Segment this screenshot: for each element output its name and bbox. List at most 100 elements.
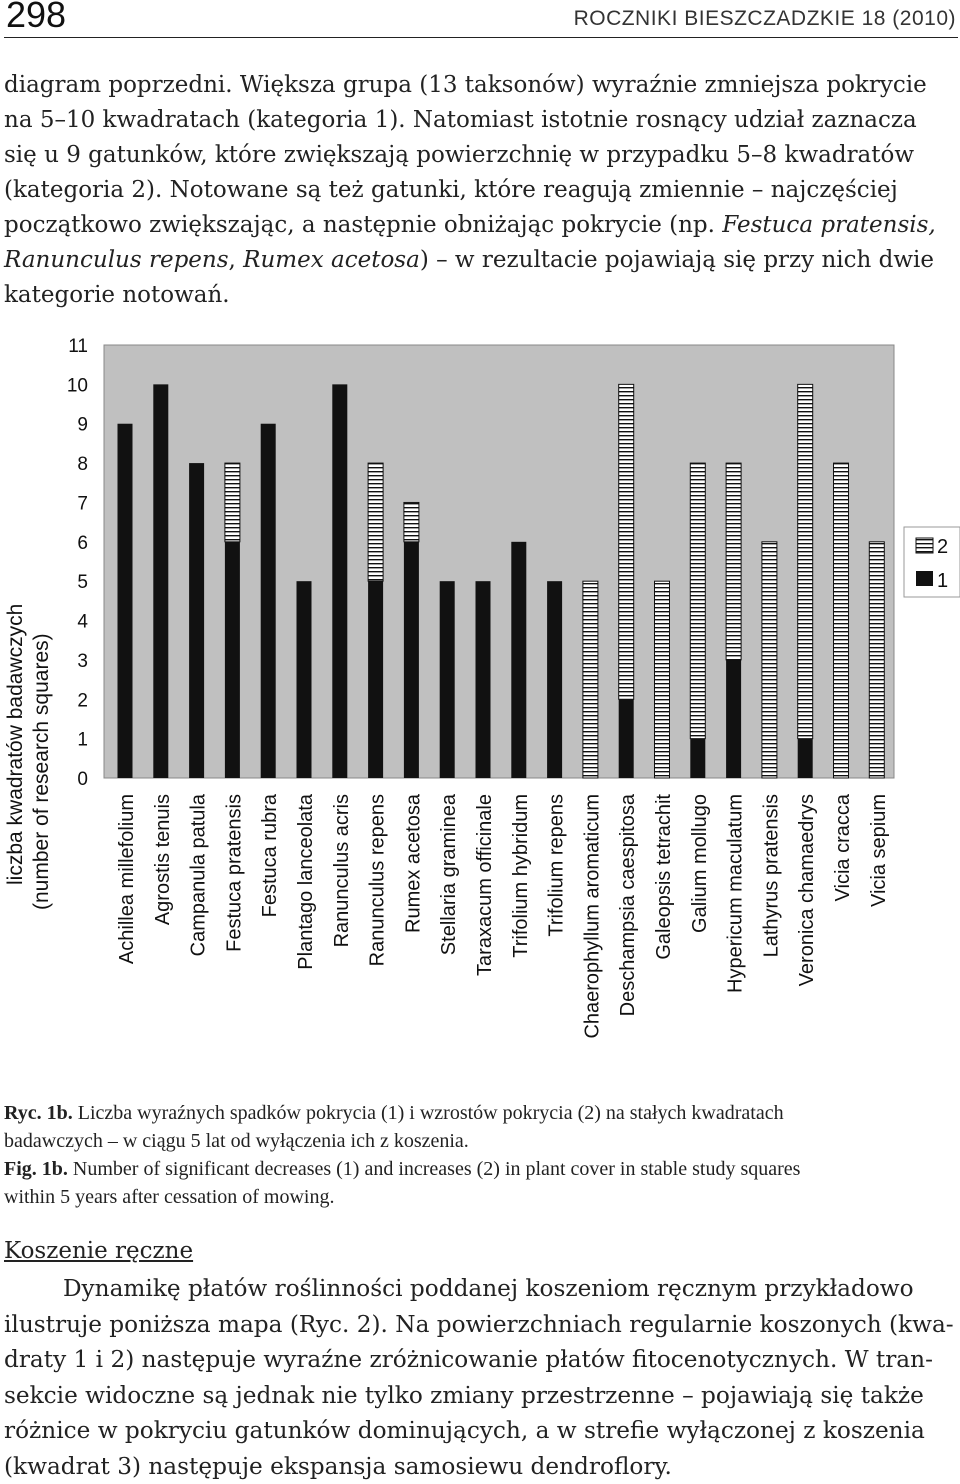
bar-increase [404,502,419,541]
x-tick-label: Hypericum maculatum [725,794,747,993]
bar-increase [583,581,598,778]
text-line: draty 1 i 2) następuje wyraźne zróżnicow… [4,1342,960,1378]
bar-increase [619,384,634,699]
bar-decrease [547,581,562,778]
text-span: ) – w rezultacie pojawiają się przy nich… [420,247,934,273]
running-title: ROCZNIKI BIESZCZADZKIE 18 (2010) [574,7,956,31]
bar-increase [869,542,884,778]
figure-caption: Ryc. 1b. Liczba wyraźnych spadków pokryc… [4,1099,958,1211]
x-tick-label: Festuca pratensis [223,794,245,952]
x-tick-label: Agrostis tenuis [152,794,174,925]
y-tick-label: 2 [77,690,88,711]
bar-decrease [368,581,383,778]
y-tick-label: 6 [77,533,88,554]
paragraph-intro: diagram poprzedni. Większa grupa (13 tak… [4,68,958,313]
bar-decrease [189,463,204,778]
x-tick-label: Stellaria graminea [438,793,460,955]
header-rule [4,37,958,38]
y-tick-label: 3 [77,651,88,672]
text-line: sekcie widoczne są jednak nie tylko zmia… [4,1378,960,1414]
y-axis: 0 1 2 3 4 5 6 7 8 9 10 11 [67,336,89,790]
caption-line: Ryc. 1b. Liczba wyraźnych spadków pokryc… [4,1099,958,1127]
text-span: początkowo zwiększając, a następnie obni… [4,212,722,238]
bar-decrease [261,424,276,778]
bar-increase [655,581,670,778]
y-tick-label: 11 [68,336,88,357]
caption-line: badawczych – w ciągu 5 lat od wyłączenia… [4,1127,958,1155]
text-line: różnice w pokryciu gatunków dominujących… [4,1413,960,1449]
bar-decrease [511,542,526,778]
x-tick-label: Trifolium repens [546,794,568,937]
text-line: (kwadrat 3) następuje ekspansja samosiew… [4,1449,960,1484]
page-number: 298 [6,0,66,36]
y-tick-label: 1 [77,730,88,751]
x-tick-label: Vicia sepium [868,794,890,907]
bar-increase [834,463,849,778]
caption-line: within 5 years after cessation of mowing… [4,1183,958,1211]
text-span: , [229,247,244,273]
bar-decrease [690,739,705,778]
bar-decrease [798,739,813,778]
text-line: na 5–10 kwadratach (kategoria 1). Natomi… [4,103,958,138]
bar-decrease [619,699,634,778]
x-tick-label: Lathyrus pratensis [760,794,782,957]
caption-label-en: Fig. 1b. [4,1158,68,1180]
x-tick-label: Galeopsis tetrachit [653,794,675,960]
y-axis-label-en: (number of research squares) [30,633,53,910]
legend-swatch-1 [916,571,933,586]
x-tick-label: Rumex acetosa [402,793,424,933]
y-tick-label: 8 [77,454,88,475]
bar-decrease [225,542,240,778]
x-tick-label: Ranunculus acris [331,794,353,947]
x-tick-label: Achillea millefolium [116,794,138,964]
species-name: Rumex acetosa [243,247,420,273]
text-line: ilustruje poniższa mapa (Ryc. 2). Na pow… [4,1307,960,1343]
bar-decrease [476,581,491,778]
bar-chart: 0 1 2 3 4 5 6 7 8 9 10 11 Achillea millefolium Agros… [0,325,960,1085]
paragraph-manual-mowing: Dynamikę płatów roślinności poddanej kos… [4,1271,960,1484]
y-tick-label: 10 [67,375,88,396]
page-header: 298 ROCZNIKI BIESZCZADZKIE 18 (2010) [0,0,960,40]
text-line: Ranunculus repens, Rumex acetosa) – w re… [4,243,958,278]
x-tick-label: Vicia cracca [832,793,854,901]
y-tick-label: 5 [77,572,88,593]
caption-label-pl: Ryc. 1b. [4,1102,73,1124]
x-tick-label: Ranunculus repens [367,794,389,966]
y-tick-label: 4 [77,612,88,633]
bar-decrease [404,542,419,778]
bar-decrease [118,424,133,778]
legend-swatch-2 [916,538,933,553]
x-tick-label: Veronica chamaedrys [796,794,818,986]
bar-decrease [726,660,741,778]
x-tick-label: Festuca rubra [259,793,281,917]
text-line: Dynamikę płatów roślinności poddanej kos… [4,1271,960,1307]
bar-increase [762,542,777,778]
bar-decrease [440,581,455,778]
text-line: kategorie notowań. [4,278,958,313]
y-tick-label: 7 [77,493,88,514]
y-axis-label-pl: liczba kwadratów badawczych [4,604,27,885]
y-tick-label: 0 [77,769,88,790]
caption-text: Number of significant decreases (1) and … [68,1158,801,1180]
bar-increase [798,384,813,738]
section-heading: Koszenie ręczne [4,1238,193,1264]
bar-decrease [153,384,168,778]
x-tick-label: Campanula patula [188,793,210,956]
bar-increase [368,463,383,581]
bar-decrease [297,581,312,778]
species-name: Festuca pratensis, [722,212,935,238]
caption-text: Liczba wyraźnych spadków pokrycia (1) i … [73,1102,784,1124]
bar-increase [690,463,705,739]
x-tick-label: Deschampsia caespitosa [617,793,639,1016]
x-axis-labels: Achillea millefolium Agrostis tenuis Campa… [116,793,890,1038]
y-tick-label: 9 [77,415,88,436]
x-tick-label: Taraxacum officinale [474,794,496,976]
legend-label-2: 2 [937,536,948,558]
x-tick-label: Galium mollugo [689,794,711,933]
x-tick-label: Trifolium hybridum [510,794,532,958]
bar-increase [726,463,741,660]
text-line: diagram poprzedni. Większa grupa (13 tak… [4,68,958,103]
x-tick-label: Chaerophyllum aromaticum [581,794,603,1039]
caption-line: Fig. 1b. Number of significant decreases… [4,1155,958,1183]
legend-label-1: 1 [937,570,948,592]
